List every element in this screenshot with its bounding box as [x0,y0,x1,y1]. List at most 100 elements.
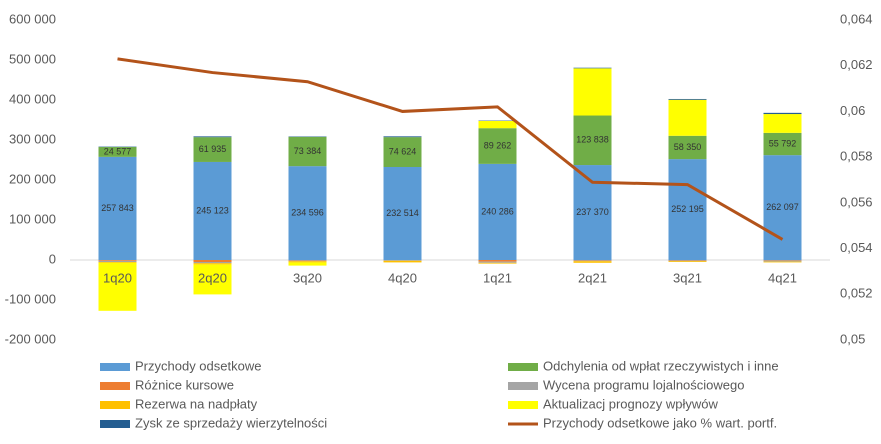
y2-tick-label: 0,052 [840,286,873,301]
bar-segment [573,67,612,69]
y-tick-label: -200 000 [5,331,56,346]
x-tick-label: 4q21 [768,270,797,285]
y-tick-label: 200 000 [9,171,56,186]
y-tick-label: 600 000 [9,11,56,26]
bar-segment [193,263,232,265]
bar-segment [573,260,612,262]
data-label: 123 838 [576,135,609,145]
bar-segment [193,264,232,295]
bar-segment [193,161,232,260]
data-label: 240 286 [481,206,514,216]
bar-segment [193,262,232,264]
bar-segment [98,156,137,260]
bar-segment [383,166,422,260]
bar-segment [763,261,802,263]
bar-segment [668,98,707,100]
y-tick-label: 400 000 [9,91,56,106]
bar-segment [573,68,612,116]
x-tick-label: 3q20 [293,270,322,285]
legend-swatch [100,420,130,428]
data-label: 58 350 [674,142,702,152]
x-tick-label: 1q20 [103,270,132,285]
bar-segment [668,260,707,262]
y-tick-label: -100 000 [5,291,56,306]
data-label: 237 370 [576,207,609,217]
data-label: 74 624 [389,146,417,156]
bar-segment [478,261,517,263]
legend-label: Przychody odsetkowe [135,358,261,373]
bar-segment [383,260,422,261]
legend-label: Przychody odsetkowe jako % wart. portf. [543,415,777,430]
data-label: 73 384 [294,146,322,156]
legend-swatch [508,401,538,409]
bar-segment [763,155,802,260]
bar-segment [288,262,327,266]
data-label: 245 123 [196,205,229,215]
bar-segment [478,262,517,264]
bar-segment [383,137,422,167]
data-label: 61 935 [199,144,227,154]
y2-tick-label: 0,058 [840,149,873,164]
bar-segment [668,99,707,136]
bar-segment [98,262,137,311]
x-tick-label: 2q20 [198,270,227,285]
legend-swatch [508,382,538,390]
data-label: 234 596 [291,207,324,217]
x-tick-label: 4q20 [388,270,417,285]
bar-segment [573,115,612,166]
bar-segment [288,166,327,260]
bar-segment [288,261,327,263]
legend-swatch [100,363,130,371]
bar-segment [763,132,802,156]
bar-segment [98,147,137,157]
bar-segment [383,260,422,263]
bar-segment [478,120,517,129]
data-label: 232 514 [386,208,419,218]
bar-segment [763,260,802,262]
legend-label: Rezerwa na nadpłaty [135,396,258,411]
legend-swatch [100,382,130,390]
bar-segment [193,137,232,162]
x-tick-label: 3q21 [673,270,702,285]
y2-tick-label: 0,054 [840,240,873,255]
line-series [117,57,784,241]
data-label: 55 792 [769,138,797,148]
legend-label: Wycena programu lojalnościowego [543,377,745,392]
bar-segment [573,261,612,263]
bar-segment [668,135,707,160]
bar-segment [478,260,517,262]
legend-label: Odchylenia od wpłat rzeczywistych i inne [543,358,779,373]
y-tick-label: 0 [49,251,56,266]
y-tick-label: 100 000 [9,211,56,226]
data-label: 24 577 [104,146,132,156]
x-tick-label: 1q21 [483,270,512,285]
y-tick-label: 300 000 [9,131,56,146]
data-label: 252 195 [671,204,704,214]
legend-swatch [100,401,130,409]
bar-segment [98,260,137,261]
legend-label: Różnice kursowe [135,377,234,392]
bar-segment [478,128,517,164]
bar-segment [98,260,137,262]
bar-segment [98,262,137,263]
data-label: 89 262 [484,140,512,150]
data-label: 257 843 [101,203,134,213]
bar-segment [668,159,707,260]
bar-segment [193,260,232,262]
bar-segment [478,163,517,260]
legend-label: Aktualizacj prognozy wpływów [543,396,718,411]
y2-tick-label: 0,062 [840,57,873,72]
bar-segment [288,136,327,167]
bar-segment [193,136,232,138]
bar-segment [288,260,327,262]
bar-segment [383,136,422,138]
legend-label: Zysk ze sprzedaży wierzytelności [135,415,327,430]
bar-segment [763,112,802,115]
y2-tick-label: 0,05 [840,331,865,346]
y2-tick-label: 0,064 [840,11,873,26]
y2-tick-label: 0,056 [840,194,873,209]
data-label: 262 097 [766,202,799,212]
bar-segment [763,114,802,133]
y2-tick-label: 0,06 [840,103,865,118]
